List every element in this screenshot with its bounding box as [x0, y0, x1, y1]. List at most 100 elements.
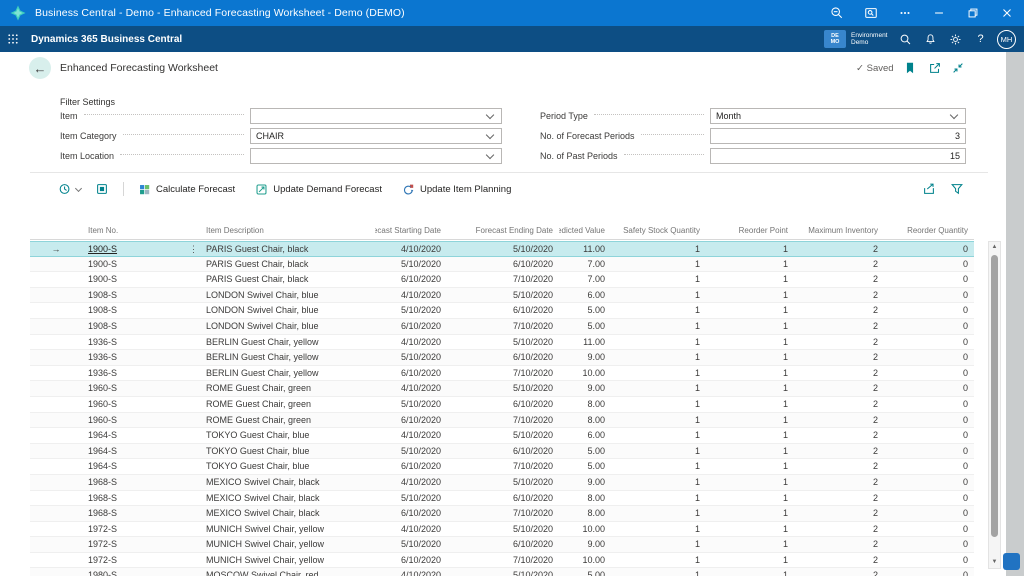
cell-forecast_ending_date[interactable]: 5/10/2020: [512, 383, 553, 394]
cell-maximum_inventory[interactable]: 2: [872, 523, 878, 534]
table-row[interactable]: 1964-S TOKYO Guest Chair, blue 5/10/2020 6/…: [30, 443, 974, 460]
cell-forecast_starting_date[interactable]: 4/10/2020: [400, 476, 441, 487]
row-selector[interactable]: [30, 491, 82, 506]
item-no-link[interactable]: 1972-S: [88, 554, 118, 565]
cell-item_description[interactable]: LONDON Swivel Chair, blue: [206, 289, 319, 300]
cell-maximum_inventory[interactable]: 2: [872, 336, 878, 347]
table-row[interactable]: 1960-S ROME Guest Chair, green 5/10/2020 6/…: [30, 396, 974, 413]
cell-forecast_ending_date[interactable]: 7/10/2020: [512, 461, 553, 472]
cell-reorder_point[interactable]: 1: [782, 305, 788, 316]
cell-item_no[interactable]: 1972-S: [82, 522, 200, 537]
cell-reorder_quantity[interactable]: 0: [962, 289, 968, 300]
cell-item_description[interactable]: ROME Guest Chair, green: [206, 398, 312, 409]
item-no-link[interactable]: 1936-S: [88, 352, 118, 363]
item-no-link[interactable]: 1936-S: [88, 336, 118, 347]
avatar[interactable]: MH: [997, 29, 1016, 49]
cell-predicted_value[interactable]: 7.00: [587, 274, 605, 285]
cell-predicted_value[interactable]: 8.00: [587, 414, 605, 425]
cell-forecast_starting_date[interactable]: 6/10/2020: [400, 461, 441, 472]
cell-forecast_ending_date[interactable]: 6/10/2020: [512, 398, 553, 409]
cell-forecast_ending_date[interactable]: 7/10/2020: [512, 320, 553, 331]
cell-reorder_quantity[interactable]: 0: [962, 258, 968, 269]
cell-item_no[interactable]: 1936-S: [82, 366, 200, 381]
cell-reorder_point[interactable]: 1: [782, 508, 788, 519]
row-selector[interactable]: [30, 553, 82, 568]
bookmark-icon[interactable]: [903, 61, 919, 77]
cell-reorder_quantity[interactable]: 0: [962, 367, 968, 378]
cell-predicted_value[interactable]: 9.00: [587, 352, 605, 363]
cell-forecast_starting_date[interactable]: 5/10/2020: [400, 445, 441, 456]
row-selector[interactable]: [30, 506, 82, 521]
open-in-new-window-icon[interactable]: [928, 61, 944, 77]
table-row[interactable]: 1960-S ROME Guest Chair, green 6/10/2020 7/…: [30, 412, 974, 429]
scrollbar-thumb[interactable]: [991, 255, 998, 537]
cell-item_description[interactable]: MUNICH Swivel Chair, yellow: [206, 554, 325, 565]
cell-reorder_quantity[interactable]: 0: [962, 430, 968, 441]
cell-safety_stock_quantity[interactable]: 1: [694, 367, 700, 378]
item-no-link[interactable]: 1936-S: [88, 367, 118, 378]
cell-item_no[interactable]: 1908-S: [82, 319, 200, 334]
cell-safety_stock_quantity[interactable]: 1: [694, 352, 700, 363]
cell-forecast_ending_date[interactable]: 5/10/2020: [512, 430, 553, 441]
cell-maximum_inventory[interactable]: 2: [872, 244, 878, 254]
cell-item_description[interactable]: LONDON Swivel Chair, blue: [206, 320, 319, 331]
cell-safety_stock_quantity[interactable]: 1: [694, 476, 700, 487]
cell-forecast_starting_date[interactable]: 6/10/2020: [400, 554, 441, 565]
zoom-out-icon[interactable]: [820, 0, 854, 26]
cell-item_description[interactable]: PARIS Guest Chair, black: [206, 244, 309, 254]
cell-item_description[interactable]: MOSCOW Swivel Chair, red: [206, 570, 319, 576]
cell-forecast_ending_date[interactable]: 7/10/2020: [512, 554, 553, 565]
cell-safety_stock_quantity[interactable]: 1: [694, 258, 700, 269]
cell-predicted_value[interactable]: 8.00: [587, 492, 605, 503]
row-selector[interactable]: [30, 537, 82, 552]
cell-item_description[interactable]: TOKYO Guest Chair, blue: [206, 461, 310, 472]
cell-item_description[interactable]: MUNICH Swivel Chair, yellow: [206, 539, 325, 550]
cell-forecast_ending_date[interactable]: 5/10/2020: [512, 244, 553, 254]
row-selector[interactable]: [30, 459, 82, 474]
table-row[interactable]: 1936-S BERLIN Guest Chair, yellow 4/10/202…: [30, 334, 974, 351]
cell-predicted_value[interactable]: 9.00: [587, 539, 605, 550]
row-selector[interactable]: [30, 288, 82, 303]
scroll-up-icon[interactable]: ▲: [991, 244, 998, 250]
cell-predicted_value[interactable]: 11.00: [583, 336, 605, 347]
cell-reorder_quantity[interactable]: 0: [962, 476, 968, 487]
cell-predicted_value[interactable]: 5.00: [587, 570, 605, 576]
notifications-bell-icon[interactable]: [918, 26, 943, 52]
cell-forecast_starting_date[interactable]: 5/10/2020: [400, 539, 441, 550]
cell-forecast_starting_date[interactable]: 6/10/2020: [400, 367, 441, 378]
search-icon[interactable]: [893, 26, 918, 52]
filter-icon[interactable]: [950, 182, 964, 196]
table-row[interactable]: 1908-S LONDON Swivel Chair, blue 4/10/2020…: [30, 287, 974, 304]
cell-forecast_ending_date[interactable]: 6/10/2020: [512, 445, 553, 456]
cell-predicted_value[interactable]: 5.00: [587, 461, 605, 472]
cell-reorder_quantity[interactable]: 0: [962, 508, 968, 519]
table-row[interactable]: 1908-S LONDON Swivel Chair, blue 5/10/2020…: [30, 303, 974, 319]
item-no-link[interactable]: 1972-S: [88, 539, 118, 550]
row-selector[interactable]: [30, 568, 82, 576]
cell-forecast_starting_date[interactable]: 4/10/2020: [400, 289, 441, 300]
cell-reorder_point[interactable]: 1: [782, 258, 788, 269]
cell-safety_stock_quantity[interactable]: 1: [694, 461, 700, 472]
cell-reorder_point[interactable]: 1: [782, 320, 788, 331]
cell-forecast_ending_date[interactable]: 5/10/2020: [512, 336, 553, 347]
cell-item_description[interactable]: MUNICH Swivel Chair, yellow: [206, 523, 325, 534]
cell-safety_stock_quantity[interactable]: 1: [694, 414, 700, 425]
cell-forecast_starting_date[interactable]: 6/10/2020: [400, 508, 441, 519]
cell-forecast_starting_date[interactable]: 4/10/2020: [400, 523, 441, 534]
cell-predicted_value[interactable]: 10.00: [582, 367, 605, 378]
more-options-icon[interactable]: [888, 0, 922, 26]
cell-maximum_inventory[interactable]: 2: [872, 383, 878, 394]
item-no-link[interactable]: 1980-S: [88, 570, 118, 576]
cell-reorder_point[interactable]: 1: [782, 352, 788, 363]
cell-forecast_starting_date[interactable]: 5/10/2020: [400, 258, 441, 269]
cell-forecast_ending_date[interactable]: 5/10/2020: [512, 570, 553, 576]
cell-item_description[interactable]: MEXICO Swivel Chair, black: [206, 476, 320, 487]
cell-item_no[interactable]: 1968-S: [82, 506, 200, 521]
analysis-mode-icon[interactable]: [95, 182, 109, 196]
cell-safety_stock_quantity[interactable]: 1: [694, 320, 700, 331]
column-header-forecast_ending_date[interactable]: Forecast Ending Date: [475, 226, 553, 235]
cell-maximum_inventory[interactable]: 2: [872, 398, 878, 409]
cell-predicted_value[interactable]: 8.00: [587, 508, 605, 519]
cell-safety_stock_quantity[interactable]: 1: [694, 554, 700, 565]
cell-item_description[interactable]: BERLIN Guest Chair, yellow: [206, 352, 319, 363]
